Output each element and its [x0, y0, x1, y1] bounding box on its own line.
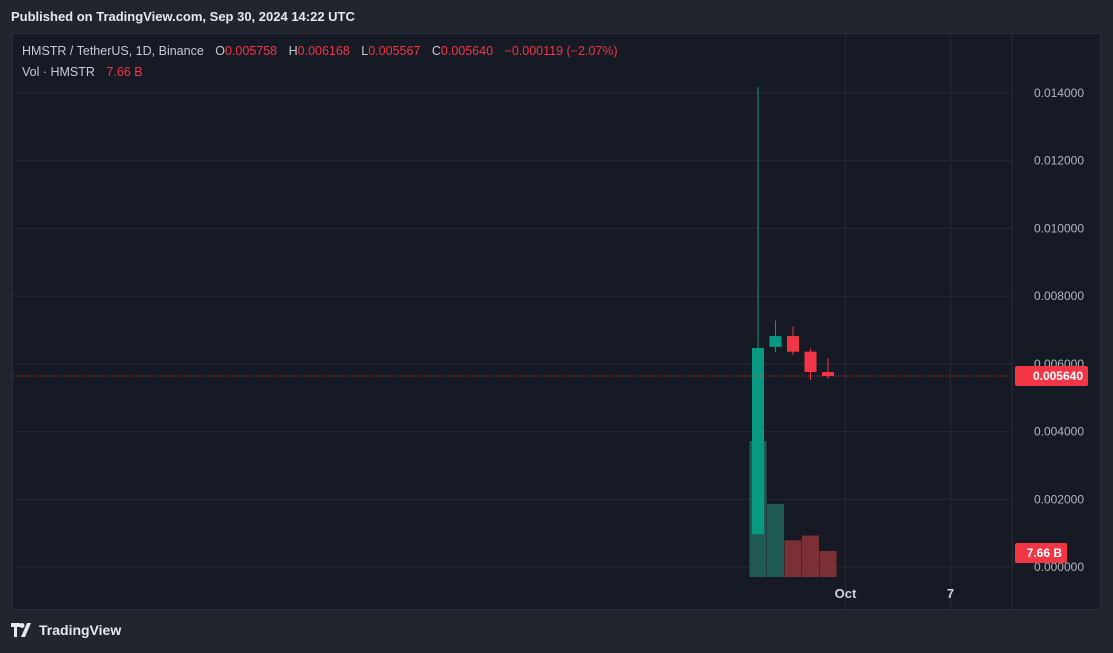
close-label: C [431, 44, 441, 58]
change-value: −0.000119 (−2.07%) [504, 44, 618, 58]
volume-legend-row: Vol · HMSTR 7.66 B [22, 64, 618, 85]
volume-value: 7.66 B [106, 65, 143, 79]
open-label: O [215, 44, 225, 58]
last-price-badge [1015, 366, 1088, 387]
volume-bar [767, 503, 784, 577]
grid-lines [13, 34, 1013, 609]
tradingview-logo-icon [11, 623, 31, 637]
volume-bar [802, 535, 819, 577]
price-tick-label: 0.012000 [1034, 154, 1084, 168]
chart-frame[interactable] [12, 33, 1101, 610]
volume-bar [819, 550, 837, 577]
volume-badge [1015, 543, 1067, 563]
price-tick-label: 0.010000 [1034, 221, 1084, 235]
high-label: H [288, 44, 298, 58]
price-axis: 0.0140000.0120000.0100000.0080000.006000… [1034, 86, 1084, 574]
low-label: L [361, 44, 369, 58]
candle-body [769, 336, 782, 347]
price-tick-label: 0.002000 [1034, 492, 1084, 506]
candle-body [787, 336, 799, 352]
high-value: 0.006168 [297, 44, 350, 58]
ohlc-legend-row: HMSTR / TetherUS, 1D, Binance O0.005758 … [22, 43, 618, 64]
tradingview-logo[interactable]: TradingView [11, 622, 121, 638]
open-value: 0.005758 [225, 44, 278, 58]
volume-badge-text: 7.66 B [1027, 546, 1063, 560]
close-value: 0.005640 [440, 44, 494, 58]
chart-legend: HMSTR / TetherUS, 1D, Binance O0.005758 … [22, 43, 618, 85]
candle-body [752, 347, 764, 535]
candle-body [804, 351, 817, 372]
symbol-label[interactable]: HMSTR / TetherUS, 1D, Binance [22, 44, 204, 58]
axis-badges: 0.005640 7.66 B [1015, 366, 1088, 563]
volume-label[interactable]: Vol · HMSTR [22, 65, 95, 79]
last-price-badge-text: 0.005640 [1033, 369, 1083, 383]
time-axis: Oct 7 [835, 586, 954, 601]
candle-series [752, 86, 834, 535]
time-tick-label: 7 [947, 586, 954, 601]
candle-body [822, 372, 834, 377]
volume-bar [784, 540, 802, 577]
price-tick-label: 0.000000 [1034, 560, 1084, 574]
tradingview-brand: TradingView [39, 622, 122, 638]
price-tick-label: 0.014000 [1034, 86, 1084, 100]
time-tick-label: Oct [835, 586, 857, 601]
low-value: 0.005567 [368, 44, 421, 58]
price-tick-label: 0.008000 [1034, 289, 1084, 303]
published-caption: Published on TradingView.com, Sep 30, 20… [11, 9, 355, 24]
price-tick-label: 0.004000 [1034, 425, 1084, 439]
